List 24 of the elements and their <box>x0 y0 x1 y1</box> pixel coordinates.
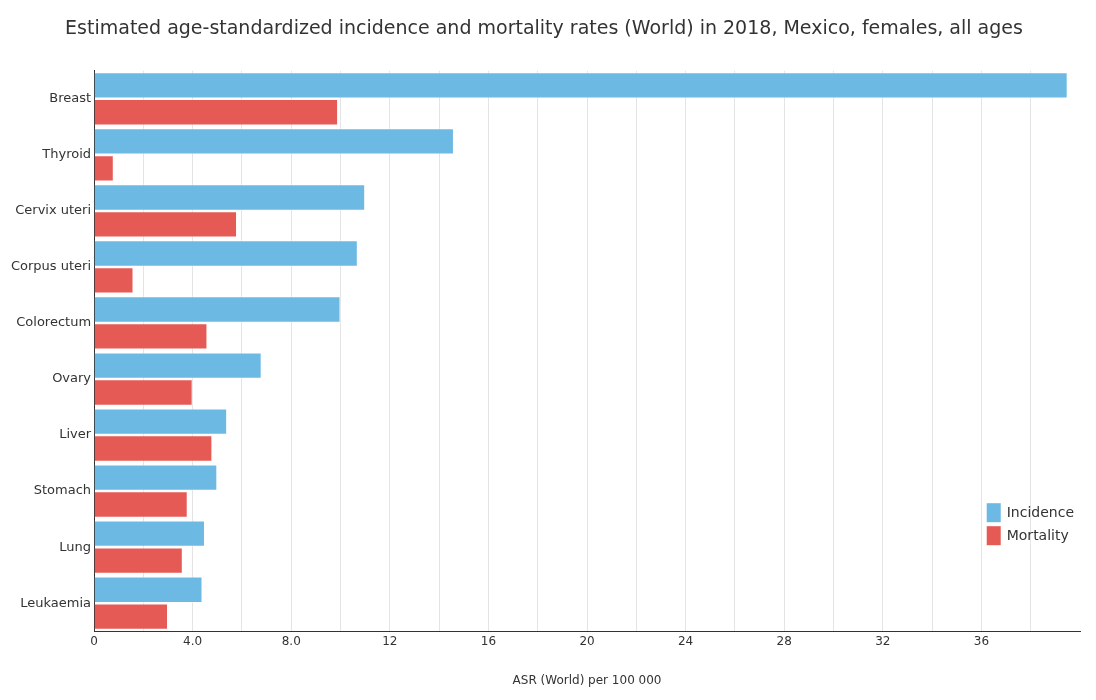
x-tick-label: 28 <box>776 633 792 648</box>
y-tick-label: Ovary <box>52 370 92 386</box>
x-tick-label: 8.0 <box>281 633 301 648</box>
x-tick-label: 12 <box>382 633 398 648</box>
y-tick-label: Breast <box>49 90 92 106</box>
y-tick-label: Lung <box>59 538 92 554</box>
legend-label: Incidence <box>1006 503 1075 520</box>
x-tick-label: 4.0 <box>183 633 203 648</box>
y-tick-label: Liver <box>59 426 92 442</box>
x-tick-label: 36 <box>973 633 990 648</box>
x-axis-title: ASR (World) per 100 000 <box>512 672 662 687</box>
y-tick-label: Colorectum <box>16 314 92 330</box>
x-tick-label: 24 <box>677 633 694 648</box>
chart-title: Estimated age-standardized incidence and mortality rates (World) in 2018, Mexico, females, all ages <box>65 16 1023 39</box>
y-tick-label: Leukaemia <box>20 594 92 610</box>
y-tick-label: Stomach <box>33 482 92 498</box>
y-tick-label: Corpus uteri <box>10 258 92 274</box>
y-tick-label: Thyroid <box>41 146 92 162</box>
legend-label: Mortality <box>1006 526 1069 543</box>
x-tick-label: 16 <box>480 633 497 648</box>
y-tick-label: Cervix uteri <box>15 202 92 218</box>
x-tick-label: 32 <box>875 633 891 648</box>
x-tick-label: 20 <box>579 633 595 648</box>
x-tick-label: 0 <box>90 633 98 648</box>
